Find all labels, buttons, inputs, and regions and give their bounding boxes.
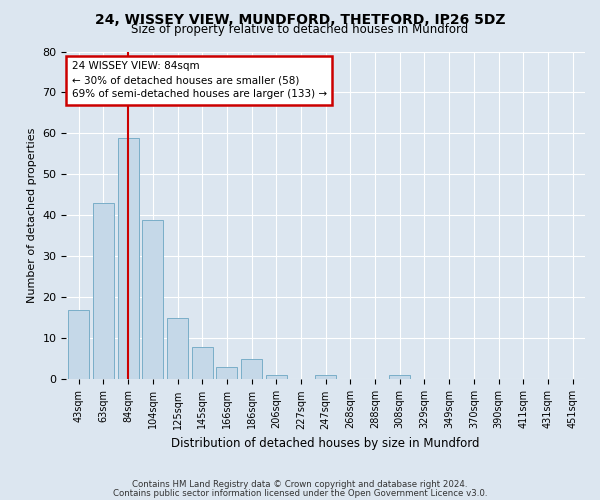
X-axis label: Distribution of detached houses by size in Mundford: Distribution of detached houses by size … xyxy=(172,437,480,450)
Bar xyxy=(68,310,89,380)
Bar xyxy=(142,220,163,380)
Bar xyxy=(241,359,262,380)
Bar xyxy=(217,367,238,380)
Bar xyxy=(266,376,287,380)
Bar xyxy=(315,376,336,380)
Bar xyxy=(192,346,213,380)
Text: Size of property relative to detached houses in Mundford: Size of property relative to detached ho… xyxy=(131,22,469,36)
Text: Contains HM Land Registry data © Crown copyright and database right 2024.: Contains HM Land Registry data © Crown c… xyxy=(132,480,468,489)
Text: 24 WISSEY VIEW: 84sqm
← 30% of detached houses are smaller (58)
69% of semi-deta: 24 WISSEY VIEW: 84sqm ← 30% of detached … xyxy=(71,62,327,100)
Bar xyxy=(389,376,410,380)
Bar xyxy=(167,318,188,380)
Text: 24, WISSEY VIEW, MUNDFORD, THETFORD, IP26 5DZ: 24, WISSEY VIEW, MUNDFORD, THETFORD, IP2… xyxy=(95,12,505,26)
Text: Contains public sector information licensed under the Open Government Licence v3: Contains public sector information licen… xyxy=(113,488,487,498)
Bar xyxy=(118,138,139,380)
Bar xyxy=(93,203,114,380)
Y-axis label: Number of detached properties: Number of detached properties xyxy=(27,128,37,303)
